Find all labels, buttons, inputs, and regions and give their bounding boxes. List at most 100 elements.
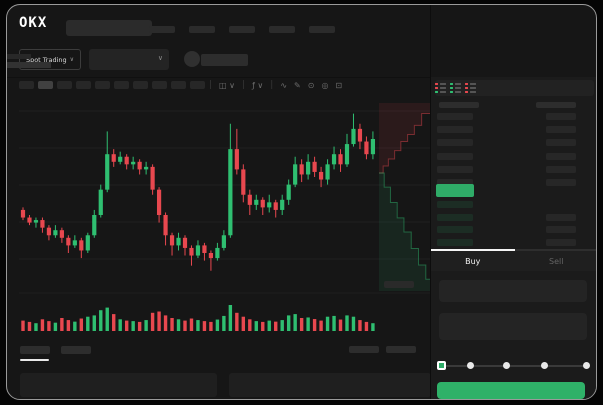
volume-bar bbox=[261, 322, 264, 331]
chart-tools-row: |◫ ∨|ƒ ∨|∿✎⊙◎⊡ bbox=[209, 79, 342, 91]
chart-settings-icon[interactable]: ◎ bbox=[321, 81, 328, 90]
volume-bar bbox=[177, 319, 180, 331]
amount-slider[interactable] bbox=[441, 365, 586, 367]
nav-item-placeholder[interactable] bbox=[269, 26, 295, 33]
candle-body bbox=[112, 154, 116, 162]
timeframe-button[interactable] bbox=[95, 81, 110, 89]
nav-item-placeholder[interactable] bbox=[229, 26, 255, 33]
volume-bar bbox=[60, 318, 63, 331]
timeframe-button[interactable] bbox=[114, 81, 129, 89]
candle-body bbox=[176, 238, 180, 246]
amount-input[interactable] bbox=[439, 313, 587, 340]
bottom-tab-2[interactable] bbox=[61, 346, 91, 354]
candle-body bbox=[209, 253, 213, 258]
okx-trading-window: OKX Spot Trading ∨ ∨ |◫ ∨|ƒ ∨|∿✎⊙◎⊡ bbox=[6, 4, 597, 400]
orderbook-price-header bbox=[439, 102, 479, 108]
bid-amount-placeholder bbox=[546, 214, 576, 221]
pair-selector-dropdown[interactable]: ∨ bbox=[89, 49, 169, 70]
draw-tool-icon[interactable]: ✎ bbox=[294, 81, 301, 90]
candle-body bbox=[306, 162, 310, 175]
volume-bar bbox=[144, 320, 147, 331]
volume-bar bbox=[203, 321, 206, 331]
candle-body bbox=[202, 245, 206, 253]
ask-price-row[interactable] bbox=[437, 139, 473, 146]
chart-corner-control[interactable] bbox=[384, 281, 414, 288]
nav-item-placeholder[interactable] bbox=[309, 26, 335, 33]
volume-bar bbox=[242, 317, 245, 331]
nav-item-placeholder[interactable] bbox=[189, 26, 215, 33]
volume-bar bbox=[67, 320, 70, 331]
candle-body bbox=[235, 149, 239, 169]
candle-body bbox=[131, 162, 135, 165]
slider-handle[interactable] bbox=[437, 361, 446, 370]
volume-bar bbox=[293, 314, 296, 331]
volume-bar bbox=[34, 323, 37, 331]
tab-sell[interactable]: Sell bbox=[515, 251, 598, 271]
okx-logo[interactable]: OKX bbox=[19, 15, 47, 31]
candle-body bbox=[170, 235, 174, 245]
bottom-tab-1[interactable] bbox=[20, 346, 50, 354]
bid-amount-placeholder bbox=[546, 239, 576, 246]
bid-price-row[interactable] bbox=[437, 239, 473, 246]
timeframe-row bbox=[19, 81, 205, 89]
timeframe-button[interactable] bbox=[171, 81, 186, 89]
volume-bar bbox=[339, 320, 342, 331]
chart-type-dropdown-icon[interactable]: ◫ ∨ bbox=[219, 81, 235, 90]
bottom-control-2[interactable] bbox=[386, 346, 416, 353]
slider-stop[interactable] bbox=[503, 362, 510, 369]
timeframe-button[interactable] bbox=[152, 81, 167, 89]
buy-submit-button[interactable] bbox=[437, 382, 585, 399]
price-chart[interactable] bbox=[19, 97, 433, 337]
timeframe-button[interactable] bbox=[38, 81, 53, 89]
indicators-dropdown-icon[interactable]: ƒ ∨ bbox=[252, 81, 263, 90]
slider-stop[interactable] bbox=[541, 362, 548, 369]
bid-price-row[interactable] bbox=[437, 201, 473, 208]
timeframe-button[interactable] bbox=[57, 81, 72, 89]
price-input[interactable] bbox=[439, 280, 587, 302]
volume-bar bbox=[138, 322, 141, 331]
timeframe-button[interactable] bbox=[19, 81, 34, 89]
bottom-control-1[interactable] bbox=[349, 346, 379, 353]
chevron-down-icon: ∨ bbox=[158, 54, 163, 62]
timeframe-button[interactable] bbox=[76, 81, 91, 89]
buy-sell-tabs: Buy Sell bbox=[431, 249, 597, 271]
screenshot-icon[interactable]: ⊙ bbox=[308, 81, 315, 90]
volume-bar bbox=[255, 321, 258, 331]
candle-body bbox=[287, 185, 291, 200]
search-input[interactable] bbox=[66, 20, 152, 36]
slider-stop[interactable] bbox=[467, 362, 474, 369]
candle-body bbox=[144, 167, 148, 170]
tab-buy[interactable]: Buy bbox=[431, 251, 515, 271]
bid-price-row[interactable] bbox=[437, 214, 473, 221]
ask-amount-placeholder bbox=[546, 113, 576, 120]
candle-body bbox=[222, 235, 226, 248]
volume-bar bbox=[345, 315, 348, 331]
volume-bar bbox=[216, 320, 219, 331]
ask-price-row[interactable] bbox=[437, 113, 473, 120]
last-price-badge[interactable] bbox=[436, 184, 474, 197]
candle-body bbox=[92, 215, 96, 235]
timeframe-button[interactable] bbox=[190, 81, 205, 89]
ask-price-row[interactable] bbox=[437, 153, 473, 160]
ask-price-row[interactable] bbox=[437, 126, 473, 133]
fullscreen-icon[interactable]: ⊡ bbox=[335, 81, 342, 90]
nav-item-placeholder[interactable] bbox=[149, 26, 175, 33]
slider-stop[interactable] bbox=[583, 362, 590, 369]
bid-price-row[interactable] bbox=[437, 226, 473, 233]
candle-body bbox=[267, 202, 271, 207]
ask-price-row[interactable] bbox=[437, 166, 473, 173]
volume-bar bbox=[229, 305, 232, 331]
orderbook-view-all-icon[interactable] bbox=[435, 82, 447, 94]
volume-bar bbox=[47, 321, 50, 331]
candle-body bbox=[319, 172, 323, 180]
candle-body bbox=[79, 240, 83, 250]
line-style-icon[interactable]: ∿ bbox=[280, 81, 287, 90]
candle-body bbox=[371, 139, 375, 154]
orderbook-view-asks-icon[interactable] bbox=[465, 82, 477, 94]
candle-body bbox=[293, 164, 297, 184]
volume-bar bbox=[306, 317, 309, 331]
timeframe-button[interactable] bbox=[133, 81, 148, 89]
ask-amount-placeholder bbox=[546, 139, 576, 146]
candle-body bbox=[274, 202, 278, 210]
orderbook-view-bids-icon[interactable] bbox=[450, 82, 462, 94]
